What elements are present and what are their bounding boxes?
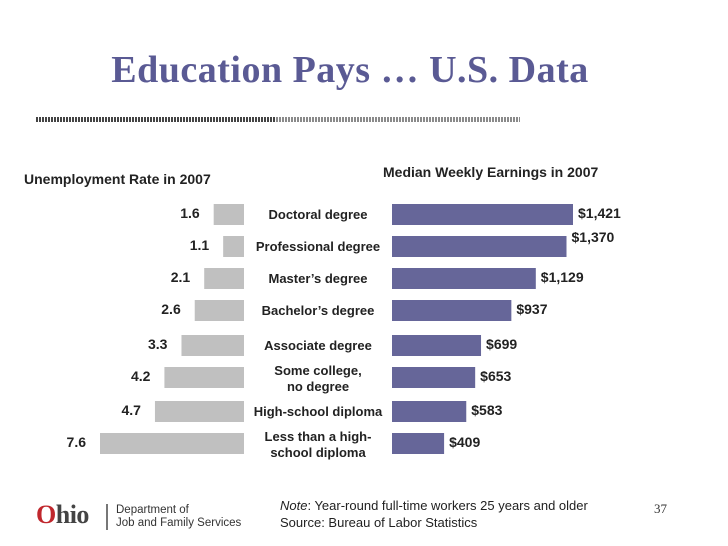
earnings-data-label: $937 xyxy=(516,301,547,317)
category-label: High-school diploma xyxy=(254,404,383,419)
logo-divider xyxy=(106,504,108,530)
unemployment-bar xyxy=(100,433,244,454)
earnings-data-label: $1,129 xyxy=(541,269,584,285)
earnings-data-label: $653 xyxy=(480,368,511,384)
earnings-data-label: $1,421 xyxy=(578,205,621,221)
unemployment-data-label: 2.1 xyxy=(171,269,191,285)
unemployment-data-label: 7.6 xyxy=(67,434,87,450)
chart-note: Note: Year-round full-time workers 25 ye… xyxy=(280,497,588,531)
category-label: Associate degree xyxy=(264,338,372,353)
category-label: Professional degree xyxy=(256,239,380,254)
earnings-bar xyxy=(392,236,567,257)
earnings-chart-title: Median Weekly Earnings in 2007 xyxy=(383,164,599,180)
unemployment-data-label: 4.2 xyxy=(131,368,151,384)
unemployment-data-label: 1.6 xyxy=(180,205,200,221)
unemployment-data-label: 1.1 xyxy=(190,237,210,253)
earnings-bar xyxy=(392,300,512,321)
category-label: Bachelor’s degree xyxy=(262,303,375,318)
unemployment-bar xyxy=(204,268,244,289)
unemployment-bar xyxy=(154,401,244,422)
earnings-data-label: $583 xyxy=(471,402,502,418)
page-number: 37 xyxy=(654,501,667,516)
unemployment-chart-title: Unemployment Rate in 2007 xyxy=(24,171,211,187)
earnings-data-label: $1,370 xyxy=(572,229,615,245)
source-text: Source: Bureau of Labor Statistics xyxy=(280,515,478,530)
unemployment-bar xyxy=(194,300,244,321)
page-title: Education Pays … U.S. Data xyxy=(111,49,589,91)
category-label: Master’s degree xyxy=(269,271,368,286)
title-divider xyxy=(36,117,520,122)
unemployment-bar xyxy=(223,236,244,257)
department-name: Department of Job and Family Services xyxy=(116,504,242,529)
unemployment-data-label: 3.3 xyxy=(148,336,168,352)
unemployment-data-label: 2.6 xyxy=(161,301,181,317)
category-label: Doctoral degree xyxy=(269,207,368,222)
earnings-bar xyxy=(392,367,476,388)
unemployment-bar xyxy=(164,367,244,388)
earnings-bar xyxy=(392,335,482,356)
unemployment-bar xyxy=(213,204,244,225)
earnings-data-label: $699 xyxy=(486,336,517,352)
note-text: : Year-round full-time workers 25 years … xyxy=(307,498,588,513)
earnings-bar xyxy=(392,204,573,225)
earnings-bar xyxy=(392,433,445,454)
earnings-bar xyxy=(392,268,536,289)
unemployment-bar xyxy=(181,335,244,356)
earnings-bar xyxy=(392,401,467,422)
title-divider-accent xyxy=(36,117,276,122)
category-label: Less than a high-school diploma xyxy=(265,429,372,460)
note-label: Note xyxy=(280,498,308,513)
unemployment-data-label: 4.7 xyxy=(121,402,141,418)
category-label: Some college, no degree xyxy=(274,363,361,394)
ohio-wordmark: Ohio xyxy=(36,500,89,529)
earnings-data-label: $409 xyxy=(449,434,480,450)
